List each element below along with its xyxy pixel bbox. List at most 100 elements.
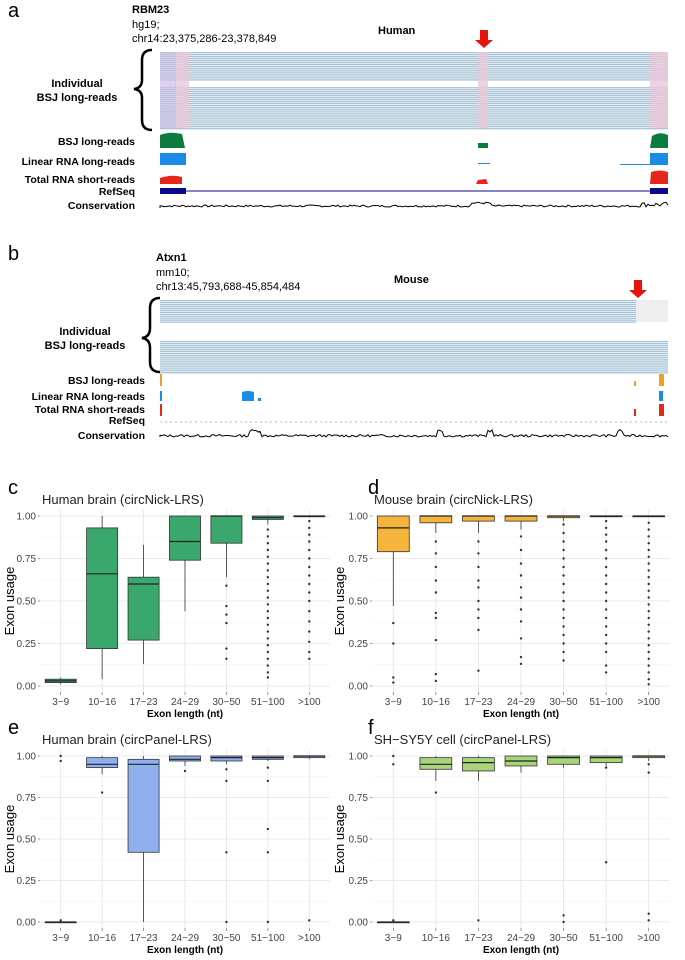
lin-b-3 (258, 398, 261, 401)
outlier-point (647, 657, 650, 660)
outlier-point (477, 540, 480, 543)
tot-a-3 (650, 170, 668, 184)
outlier-point (266, 779, 270, 783)
x-tick-label: 51−100 (589, 697, 623, 708)
outlier-point (647, 683, 650, 686)
read-a (160, 71, 668, 73)
x-tick-label: 17−23 (464, 697, 493, 708)
read-b (160, 313, 636, 315)
y-tick-label: 1.00 (17, 752, 37, 763)
box (44, 921, 77, 924)
read-b (160, 364, 668, 366)
read-a (160, 102, 668, 104)
box (251, 755, 284, 760)
read-a (160, 61, 668, 64)
y-axis-label: Exon usage (2, 567, 17, 636)
x-axis-label: Exon length (nt) (147, 945, 223, 956)
panel-a-track-bsj: BSJ long-reads (57, 136, 135, 148)
x-tick-label: >100 (637, 933, 660, 944)
outlier-point (604, 557, 608, 560)
outlier-point (604, 565, 608, 569)
y-tick-label: 0.75 (349, 793, 369, 804)
outlier-point (434, 552, 438, 555)
x-tick-label: 30−50 (550, 697, 579, 708)
panel-letter: e (8, 717, 19, 739)
outlier-point (562, 659, 565, 662)
outlier-point (647, 616, 650, 620)
bsj-b-3 (659, 374, 664, 386)
lin-a-2 (478, 163, 490, 164)
box (632, 755, 666, 759)
outlier-point (562, 574, 565, 577)
panel-b-gene: Atxn1 (156, 252, 187, 264)
read-a (160, 53, 668, 56)
outlier-point (308, 919, 311, 922)
outlier-point (647, 763, 650, 766)
read-a (160, 128, 668, 130)
read-b (160, 360, 668, 362)
box (462, 757, 495, 772)
outlier-point (562, 608, 565, 611)
panel-a-locus: chr14:23,375,286-23,378,849 (132, 33, 277, 45)
outlier-point (225, 613, 228, 616)
outlier-point (604, 591, 608, 594)
outlier-point (266, 535, 270, 538)
outlier-point (266, 582, 270, 586)
outlier-point (308, 620, 311, 623)
y-tick-label: 0.25 (349, 876, 369, 887)
tot-b-3 (659, 404, 664, 416)
x-axis-label: Exon length (nt) (147, 709, 223, 720)
outlier-point (604, 608, 608, 611)
x-tick-label: 3−9 (52, 933, 69, 944)
outlier-point (266, 569, 270, 572)
x-tick-label: >100 (637, 697, 660, 708)
outlier-point (519, 608, 523, 611)
outlier-point (59, 759, 62, 763)
outlier-point (647, 630, 650, 633)
read-a (160, 114, 668, 116)
outlier-point (308, 650, 311, 654)
read-a (160, 75, 668, 77)
panel-b-track-refseq: RefSeq (108, 415, 145, 427)
panel-a-assembly: hg19; (132, 19, 160, 31)
outlier-point (308, 519, 311, 523)
plot-area (40, 510, 330, 692)
outlier-point (519, 535, 523, 538)
outlier-point (562, 565, 565, 569)
outlier-point (562, 523, 565, 526)
outlier-point (477, 608, 480, 611)
read-a (160, 126, 668, 128)
read-b (160, 372, 668, 374)
x-tick-label: >100 (298, 697, 321, 708)
outlier-point (647, 589, 650, 592)
outlier-point (604, 599, 608, 603)
tot-b-2 (634, 409, 636, 416)
outlier-point (434, 540, 438, 543)
tot-a-1 (160, 175, 182, 184)
outlier-point (266, 610, 270, 613)
lin-b-2 (242, 391, 254, 401)
read-a (160, 108, 668, 110)
read-b (160, 354, 668, 356)
outlier-point (604, 633, 608, 637)
x-tick-label: 30−50 (550, 933, 579, 944)
outlier-point (647, 603, 650, 606)
outlier-point (434, 616, 438, 620)
outlier-point (477, 616, 480, 620)
reads-b-gap (636, 300, 668, 322)
outlier-point (266, 657, 270, 660)
read-a (160, 89, 668, 91)
outlier-point (266, 562, 270, 565)
outlier-point (604, 766, 608, 769)
panel-letter: f (368, 717, 374, 739)
read-a (160, 100, 668, 103)
y-tick-label: 0.50 (17, 597, 37, 608)
x-tick-label: 51−100 (251, 933, 285, 944)
read-b (160, 300, 636, 302)
lin-a-1 (160, 153, 186, 165)
box (632, 515, 666, 518)
outlier-point (647, 637, 650, 640)
read-b (160, 311, 636, 313)
panel-a-species: Human (378, 25, 416, 37)
